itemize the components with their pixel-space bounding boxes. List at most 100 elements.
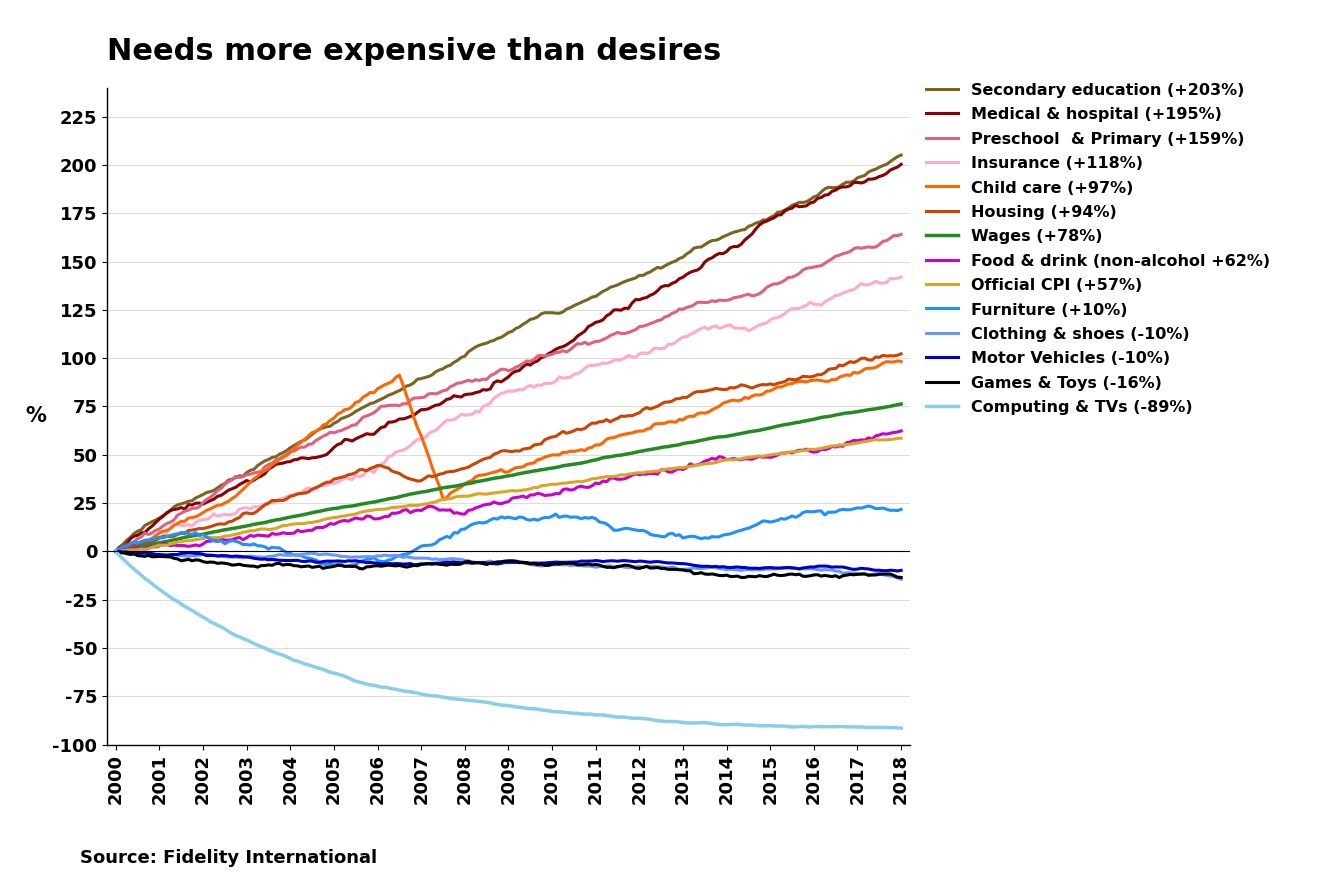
Computing & TVs (-89%) [892,723,909,733]
Motor Vehicles (-10%) [344,555,360,566]
Games & Toys (-16%) [377,561,393,571]
Computing & TVs (-89%) [282,653,298,664]
Computing & TVs (-89%) [759,720,775,731]
Line: Motor Vehicles (-10%): Motor Vehicles (-10%) [116,551,900,571]
Preschool  & Primary (+159%) [108,546,124,556]
Secondary education (+203%) [344,409,360,420]
Clothing & shoes (-10%) [892,574,909,584]
Furniture (+10%) [337,562,353,572]
Secondary education (+203%) [377,392,393,403]
Child care (+97%) [108,546,124,556]
Insurance (+118%) [377,457,393,468]
Insurance (+118%) [329,477,345,488]
Motor Vehicles (-10%) [377,559,393,569]
Motor Vehicles (-10%) [329,555,345,566]
Wages (+78%) [377,494,393,505]
Wages (+78%) [892,399,909,409]
Line: Preschool  & Primary (+159%): Preschool & Primary (+159%) [116,235,900,551]
Child care (+97%) [340,404,356,414]
Medical & hospital (+195%) [340,434,356,445]
Games & Toys (-16%) [344,562,360,572]
Line: Child care (+97%): Child care (+97%) [116,361,900,551]
Official CPI (+57%) [892,433,909,443]
Child care (+97%) [759,385,775,396]
Child care (+97%) [282,447,298,457]
Medical & hospital (+195%) [344,435,360,446]
Official CPI (+57%) [108,546,124,556]
Medical & hospital (+195%) [282,456,298,467]
Child care (+97%) [329,409,345,420]
Text: Source: Fidelity International: Source: Fidelity International [80,849,377,867]
Computing & TVs (-89%) [340,673,356,683]
Line: Games & Toys (-16%): Games & Toys (-16%) [116,551,900,577]
Line: Secondary education (+203%): Secondary education (+203%) [116,155,900,551]
Computing & TVs (-89%) [377,682,393,692]
Housing (+94%) [108,546,124,556]
Insurance (+118%) [282,490,298,500]
Medical & hospital (+195%) [759,215,775,226]
Food & drink (non-alcohol +62%) [892,426,909,436]
Secondary education (+203%) [108,546,124,556]
Games & Toys (-16%) [282,560,298,570]
Food & drink (non-alcohol +62%) [282,528,298,539]
Preschool  & Primary (+159%) [759,282,775,293]
Wages (+78%) [344,501,360,512]
Food & drink (non-alcohol +62%) [340,516,356,526]
Preschool  & Primary (+159%) [892,230,909,240]
Legend: Secondary education (+203%), Medical & hospital (+195%), Preschool  & Primary (+: Secondary education (+203%), Medical & h… [926,82,1270,415]
Food & drink (non-alcohol +62%) [108,546,124,556]
Games & Toys (-16%) [892,572,909,583]
Clothing & shoes (-10%) [108,546,124,556]
Preschool  & Primary (+159%) [282,446,298,456]
Furniture (+10%) [348,560,364,570]
Line: Medical & hospital (+195%): Medical & hospital (+195%) [116,165,900,551]
Preschool  & Primary (+159%) [329,426,345,436]
Medical & hospital (+195%) [329,440,345,450]
Games & Toys (-16%) [329,560,345,570]
Official CPI (+57%) [759,450,775,461]
Games & Toys (-16%) [340,561,356,571]
Secondary education (+203%) [329,416,345,427]
Line: Computing & TVs (-89%): Computing & TVs (-89%) [116,551,900,728]
Medical & hospital (+195%) [377,421,393,432]
Furniture (+10%) [763,517,779,527]
Secondary education (+203%) [892,150,909,160]
Housing (+94%) [892,349,909,359]
Official CPI (+57%) [282,519,298,530]
Furniture (+10%) [380,555,396,565]
Housing (+94%) [344,469,360,479]
Insurance (+118%) [108,546,124,556]
Insurance (+118%) [892,272,909,282]
Official CPI (+57%) [344,509,360,519]
Housing (+94%) [282,491,298,502]
Games & Toys (-16%) [831,572,847,583]
Secondary education (+203%) [759,215,775,225]
Clothing & shoes (-10%) [759,563,775,574]
Wages (+78%) [282,512,298,522]
Food & drink (non-alcohol +62%) [759,452,775,463]
Secondary education (+203%) [282,442,298,453]
Housing (+94%) [759,379,775,390]
Furniture (+10%) [329,559,345,569]
Line: Insurance (+118%): Insurance (+118%) [116,277,900,551]
Furniture (+10%) [860,501,876,512]
Insurance (+118%) [344,475,360,485]
Food & drink (non-alcohol +62%) [344,514,360,525]
Preschool  & Primary (+159%) [377,401,393,412]
Motor Vehicles (-10%) [892,565,909,576]
Medical & hospital (+195%) [892,159,909,170]
Child care (+97%) [377,379,393,390]
Line: Food & drink (non-alcohol +62%): Food & drink (non-alcohol +62%) [116,431,900,551]
Official CPI (+57%) [329,512,345,522]
Line: Housing (+94%): Housing (+94%) [116,354,900,551]
Preschool  & Primary (+159%) [340,422,356,433]
Furniture (+10%) [282,548,298,559]
Insurance (+118%) [340,473,356,484]
Clothing & shoes (-10%) [344,552,360,562]
Line: Clothing & shoes (-10%): Clothing & shoes (-10%) [116,551,900,579]
Furniture (+10%) [344,560,360,570]
Line: Furniture (+10%): Furniture (+10%) [116,506,900,567]
Official CPI (+57%) [377,504,393,514]
Clothing & shoes (-10%) [340,552,356,562]
Motor Vehicles (-10%) [282,555,298,566]
